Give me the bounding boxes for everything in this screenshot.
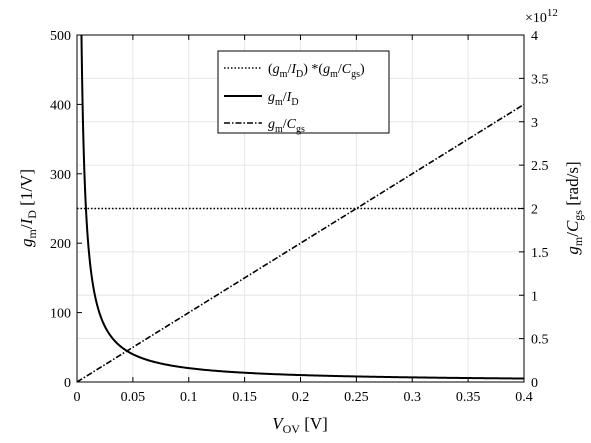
legend-label-part: / <box>287 62 291 77</box>
legend-label-part: gs <box>296 124 305 135</box>
right-axis-ticks: 0 0.5 1 1.5 2 2.5 3 3.5 4 <box>519 29 549 391</box>
x-tick-label: 0.3 <box>404 390 422 405</box>
x-tick-label: 0.2 <box>292 390 310 405</box>
legend-label-part: / <box>338 62 342 77</box>
legend-label: (gm/ID) *(gm/Cgs) <box>268 62 365 80</box>
left-tick-label: 400 <box>50 98 71 113</box>
left-tick-label: 0 <box>64 376 71 391</box>
legend-label-part: ) *( <box>303 62 323 77</box>
legend-label-part: D <box>291 97 298 108</box>
legend-label-part: g <box>268 90 275 105</box>
legend-label-part: gs <box>351 69 360 80</box>
right-tick-label: 0.5 <box>531 333 549 348</box>
legend-label-part: m <box>275 97 283 108</box>
legend-label-part: I <box>290 62 297 77</box>
legend-label-part: m <box>330 69 338 80</box>
series-line-solid <box>80 35 524 380</box>
right-axis-exponent-power: 12 <box>547 7 558 19</box>
right-tick-label: 1 <box>531 289 538 304</box>
right-axis-exponent: ×1012 <box>525 7 558 26</box>
left-tick-label: 500 <box>50 29 71 44</box>
x-axis-ticks: 0 0.05 0.1 0.15 0.2 0.25 0.3 0.35 0.4 <box>74 35 533 405</box>
x-tick-label: 0.15 <box>232 390 257 405</box>
legend-label: gm/ID <box>268 90 299 108</box>
x-tick-label: 0.25 <box>344 390 369 405</box>
legend-label-part: g <box>323 62 330 77</box>
right-tick-label: 3 <box>531 116 538 131</box>
x-tick-label: 0.35 <box>456 390 481 405</box>
legend-label-part: I <box>286 90 293 105</box>
legend-label-part: m <box>280 69 288 80</box>
series-layer <box>77 35 524 382</box>
right-tick-label: 2.5 <box>531 159 549 174</box>
right-tick-label: 1.5 <box>531 246 549 261</box>
left-axis-label: gm/ID [1/V] <box>17 169 39 247</box>
right-tick-label: 4 <box>531 29 538 44</box>
right-tick-label: 2 <box>531 203 538 218</box>
legend-label-part: ) <box>360 62 365 77</box>
left-axis-ticks: 0 100 200 300 400 500 <box>50 29 82 391</box>
legend-label: gm/Cgs <box>268 117 305 135</box>
legend-label-part: / <box>283 117 287 132</box>
right-axis-label: gm/Cgs [rad/s] <box>563 161 585 254</box>
legend-label-part: / <box>283 90 287 105</box>
legend-label-part: ( <box>268 62 273 77</box>
legend-label-part: g <box>268 117 275 132</box>
legend-label-part: D <box>296 69 303 80</box>
x-axis-label: VOV [V] <box>272 414 328 436</box>
legend-label-part: C <box>287 117 297 132</box>
right-tick-label: 3.5 <box>531 72 549 87</box>
left-tick-label: 100 <box>50 307 71 322</box>
legend-label-part: m <box>275 124 283 135</box>
x-tick-label: 0.05 <box>121 390 146 405</box>
x-tick-label: 0.1 <box>180 390 198 405</box>
x-tick-label: 0 <box>74 390 81 405</box>
legend-label-part: g <box>273 62 280 77</box>
legend-label-part: C <box>342 62 352 77</box>
left-tick-label: 200 <box>50 237 71 252</box>
right-tick-label: 0 <box>531 376 538 391</box>
left-tick-label: 300 <box>50 168 71 183</box>
x-tick-label: 0.4 <box>515 390 533 405</box>
series-line-dashdot <box>77 103 524 382</box>
legend-box <box>217 50 390 134</box>
